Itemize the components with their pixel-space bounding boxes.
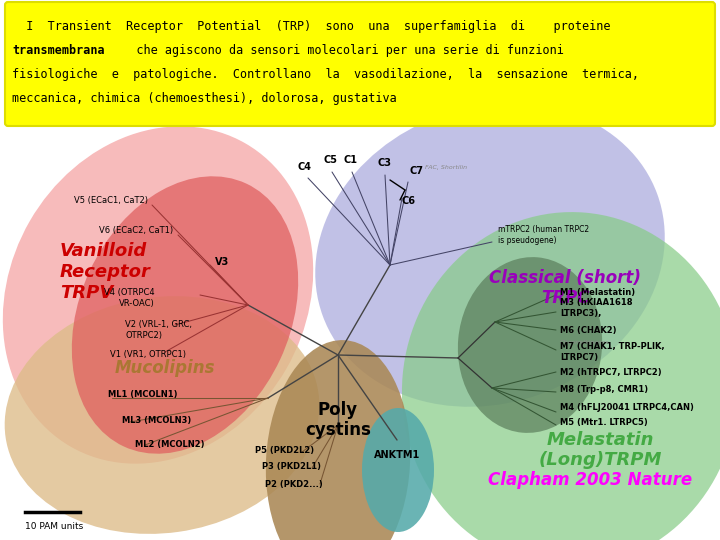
Text: P2 (PKD2...): P2 (PKD2...) [265, 480, 323, 489]
Text: meccanica, chimica (chemoesthesi), dolorosa, gustativa: meccanica, chimica (chemoesthesi), dolor… [12, 92, 397, 105]
Text: M3 (hKIAA1618
LTRPC3),: M3 (hKIAA1618 LTRPC3), [560, 298, 632, 318]
Text: V5 (ECaC1, CaT2): V5 (ECaC1, CaT2) [74, 195, 148, 205]
Text: C1: C1 [343, 155, 357, 165]
Text: M6 (CHAK2): M6 (CHAK2) [560, 326, 616, 334]
Text: M8 (Trp-p8, CMR1): M8 (Trp-p8, CMR1) [560, 386, 648, 395]
Text: ML2 (MCOLN2): ML2 (MCOLN2) [135, 441, 204, 449]
Text: M7 (CHAK1, TRP-PLIK,
LTRPC7): M7 (CHAK1, TRP-PLIK, LTRPC7) [560, 342, 665, 362]
Ellipse shape [402, 212, 720, 540]
Ellipse shape [72, 176, 298, 454]
Text: M5 (Mtr1. LTRPC5): M5 (Mtr1. LTRPC5) [560, 417, 648, 427]
Ellipse shape [4, 296, 320, 534]
Text: fisiologiche  e  patologiche.  Controllano  la  vasodilazione,  la  sensazione  : fisiologiche e patologiche. Controllano … [12, 68, 639, 81]
Ellipse shape [458, 257, 602, 433]
Text: Channelkinases: Channelkinases [560, 340, 610, 345]
FancyBboxPatch shape [5, 2, 715, 126]
Text: ML3 (MCOLN3): ML3 (MCOLN3) [122, 415, 192, 424]
Text: C3: C3 [377, 158, 391, 168]
Ellipse shape [266, 340, 410, 540]
Text: V3: V3 [215, 257, 229, 267]
Text: Vanilloid
Receptor
TRPV: Vanilloid Receptor TRPV [60, 242, 151, 302]
Text: C4: C4 [298, 162, 312, 172]
Text: ML1 (MCOLN1): ML1 (MCOLN1) [108, 390, 178, 400]
Text: FAC, Shortilin: FAC, Shortilin [425, 165, 467, 171]
Text: transmembrana: transmembrana [12, 44, 104, 57]
Text: V2 (VRL-1, GRC,
OTRPC2): V2 (VRL-1, GRC, OTRPC2) [125, 320, 192, 340]
Text: Classical (short)
TRPC: Classical (short) TRPC [489, 268, 641, 307]
Ellipse shape [362, 408, 434, 532]
Text: C5: C5 [323, 155, 337, 165]
Ellipse shape [3, 126, 313, 464]
Text: M4 (hFLJ20041 LTRPC4,CAN): M4 (hFLJ20041 LTRPC4,CAN) [560, 403, 694, 413]
Text: mTRPC2 (human TRPC2
is pseudogene): mTRPC2 (human TRPC2 is pseudogene) [498, 225, 589, 245]
Text: V6 (ECaC2, CaT1): V6 (ECaC2, CaT1) [99, 226, 173, 234]
Text: 10 PAM units: 10 PAM units [25, 522, 84, 531]
Text: P5 (PKD2L2): P5 (PKD2L2) [255, 446, 314, 455]
Text: C6: C6 [402, 196, 416, 206]
Text: V4 (OTRPC4
VR-OAC): V4 (OTRPC4 VR-OAC) [104, 288, 155, 308]
Text: che agiscono da sensori molecolari per una serie di funzioni: che agiscono da sensori molecolari per u… [115, 44, 564, 57]
Text: V1 (VR1, OTRPC1): V1 (VR1, OTRPC1) [110, 350, 186, 360]
Text: P3 (PKD2L1): P3 (PKD2L1) [262, 462, 321, 471]
Text: Mucolipins: Mucolipins [114, 359, 215, 377]
Text: Clapham 2003 Nature: Clapham 2003 Nature [488, 471, 692, 489]
Ellipse shape [315, 103, 665, 407]
Text: M2 (hTRPC7, LTRPC2): M2 (hTRPC7, LTRPC2) [560, 368, 662, 376]
Text: M1 (Melastatin): M1 (Melastatin) [560, 287, 635, 296]
Text: Melastatin
(Long)TRPM: Melastatin (Long)TRPM [539, 430, 662, 469]
Text: ANKTM1: ANKTM1 [374, 450, 420, 460]
Text: Poly
cystins: Poly cystins [305, 401, 371, 440]
Text: I  Transient  Receptor  Potential  (TRP)  sono  una  superfamiglia  di    protei: I Transient Receptor Potential (TRP) son… [12, 20, 611, 33]
Text: C7: C7 [410, 166, 424, 176]
